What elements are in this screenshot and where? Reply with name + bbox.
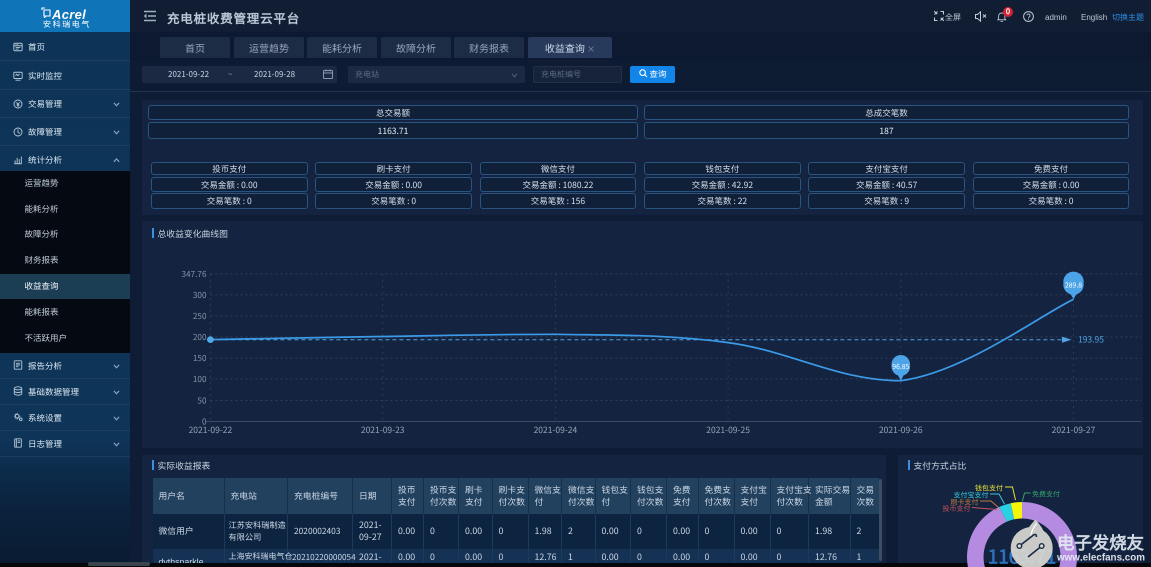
svg-text:50: 50: [197, 395, 207, 407]
svg-text:100: 100: [193, 373, 207, 385]
svg-text:96.85: 96.85: [892, 361, 909, 371]
svg-text:投币支付: 投币支付: [943, 504, 971, 514]
svg-text:免费支付: 免费支付: [1032, 490, 1060, 500]
svg-text:250: 250: [193, 310, 207, 322]
svg-text:0: 0: [202, 416, 207, 428]
svg-text:2021-09-27: 2021-09-27: [1052, 424, 1096, 436]
svg-text:2021-09-25: 2021-09-25: [706, 424, 750, 436]
svg-text:电子发烧友: 电子发烧友: [1057, 530, 1145, 555]
svg-text:刷卡支付: 刷卡支付: [951, 497, 979, 507]
svg-text:钱包支付: 钱包支付: [975, 484, 1003, 494]
svg-text:2021-09-24: 2021-09-24: [534, 424, 578, 436]
svg-text:2021-09-22: 2021-09-22: [189, 424, 233, 436]
svg-text:193.95: 193.95: [1078, 334, 1104, 346]
svg-text:300: 300: [193, 289, 207, 301]
svg-text:347.76: 347.76: [182, 268, 207, 280]
svg-text:200: 200: [193, 331, 207, 343]
svg-text:2021-09-26: 2021-09-26: [879, 424, 923, 436]
svg-text:150: 150: [193, 352, 207, 364]
svg-text:www.elecfans.com: www.elecfans.com: [1056, 550, 1145, 565]
svg-text:289.8: 289.8: [1065, 279, 1082, 289]
svg-text:支付宝支付: 支付宝支付: [954, 490, 989, 500]
svg-text:2021-09-23: 2021-09-23: [361, 424, 405, 436]
